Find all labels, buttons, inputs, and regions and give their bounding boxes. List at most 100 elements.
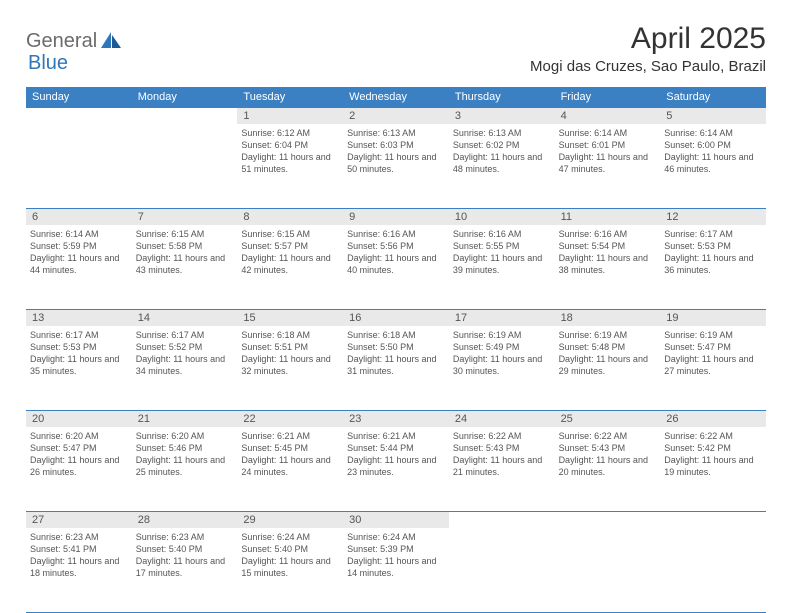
sail-icon bbox=[100, 31, 122, 54]
daylight-text: Daylight: 11 hours and 46 minutes. bbox=[664, 151, 762, 175]
sunset-text: Sunset: 5:50 PM bbox=[347, 341, 445, 353]
sunrise-text: Sunrise: 6:24 AM bbox=[241, 531, 339, 543]
calendar-cell: Sunrise: 6:15 AMSunset: 5:57 PMDaylight:… bbox=[237, 225, 343, 309]
day-number: 1 bbox=[237, 108, 343, 124]
sunrise-text: Sunrise: 6:12 AM bbox=[241, 127, 339, 139]
day-number: 30 bbox=[343, 512, 449, 528]
sunset-text: Sunset: 5:56 PM bbox=[347, 240, 445, 252]
day-number: 5 bbox=[660, 108, 766, 124]
weekday-header: Thursday bbox=[449, 87, 555, 108]
sunset-text: Sunset: 5:40 PM bbox=[136, 543, 234, 555]
page: General April 2025 Mogi das Cruzes, Sao … bbox=[0, 0, 792, 613]
weekday-header: Wednesday bbox=[343, 87, 449, 108]
sunrise-text: Sunrise: 6:21 AM bbox=[241, 430, 339, 442]
sunrise-text: Sunrise: 6:20 AM bbox=[136, 430, 234, 442]
sunset-text: Sunset: 6:02 PM bbox=[453, 139, 551, 151]
calendar-header-row: Sunday Monday Tuesday Wednesday Thursday… bbox=[26, 87, 766, 108]
day-number bbox=[660, 512, 766, 528]
calendar-cell: Sunrise: 6:19 AMSunset: 5:48 PMDaylight:… bbox=[555, 326, 661, 410]
sunrise-text: Sunrise: 6:23 AM bbox=[30, 531, 128, 543]
weekday-header: Saturday bbox=[660, 87, 766, 108]
sunset-text: Sunset: 5:47 PM bbox=[30, 442, 128, 454]
logo: General bbox=[26, 22, 124, 53]
day-number: 3 bbox=[449, 108, 555, 124]
day-number: 22 bbox=[237, 411, 343, 427]
sunrise-text: Sunrise: 6:13 AM bbox=[347, 127, 445, 139]
day-number: 14 bbox=[132, 310, 238, 326]
sunset-text: Sunset: 5:53 PM bbox=[664, 240, 762, 252]
day-number: 12 bbox=[660, 209, 766, 225]
daylight-text: Daylight: 11 hours and 27 minutes. bbox=[664, 353, 762, 377]
sunset-text: Sunset: 5:57 PM bbox=[241, 240, 339, 252]
sunset-text: Sunset: 5:48 PM bbox=[559, 341, 657, 353]
daylight-text: Daylight: 11 hours and 31 minutes. bbox=[347, 353, 445, 377]
day-number: 27 bbox=[26, 512, 132, 528]
sunrise-text: Sunrise: 6:16 AM bbox=[347, 228, 445, 240]
day-number: 2 bbox=[343, 108, 449, 124]
day-number bbox=[449, 512, 555, 528]
day-number: 13 bbox=[26, 310, 132, 326]
sunset-text: Sunset: 5:55 PM bbox=[453, 240, 551, 252]
calendar-cell: Sunrise: 6:18 AMSunset: 5:50 PMDaylight:… bbox=[343, 326, 449, 410]
daylight-text: Daylight: 11 hours and 39 minutes. bbox=[453, 252, 551, 276]
day-number bbox=[132, 108, 238, 124]
calendar-cell: Sunrise: 6:19 AMSunset: 5:47 PMDaylight:… bbox=[660, 326, 766, 410]
sunrise-text: Sunrise: 6:15 AM bbox=[136, 228, 234, 240]
daylight-text: Daylight: 11 hours and 36 minutes. bbox=[664, 252, 762, 276]
calendar-cell: Sunrise: 6:23 AMSunset: 5:41 PMDaylight:… bbox=[26, 528, 132, 612]
calendar-cell: Sunrise: 6:22 AMSunset: 5:43 PMDaylight:… bbox=[449, 427, 555, 511]
daylight-text: Daylight: 11 hours and 48 minutes. bbox=[453, 151, 551, 175]
daylight-text: Daylight: 11 hours and 42 minutes. bbox=[241, 252, 339, 276]
sunset-text: Sunset: 5:52 PM bbox=[136, 341, 234, 353]
sunset-text: Sunset: 5:54 PM bbox=[559, 240, 657, 252]
day-number: 24 bbox=[449, 411, 555, 427]
sunrise-text: Sunrise: 6:24 AM bbox=[347, 531, 445, 543]
daylight-text: Daylight: 11 hours and 43 minutes. bbox=[136, 252, 234, 276]
calendar-cell: Sunrise: 6:22 AMSunset: 5:43 PMDaylight:… bbox=[555, 427, 661, 511]
calendar-cell: Sunrise: 6:17 AMSunset: 5:53 PMDaylight:… bbox=[26, 326, 132, 410]
daylight-text: Daylight: 11 hours and 23 minutes. bbox=[347, 454, 445, 478]
day-number: 19 bbox=[660, 310, 766, 326]
sunrise-text: Sunrise: 6:14 AM bbox=[664, 127, 762, 139]
day-number: 23 bbox=[343, 411, 449, 427]
sunrise-text: Sunrise: 6:16 AM bbox=[559, 228, 657, 240]
daylight-text: Daylight: 11 hours and 17 minutes. bbox=[136, 555, 234, 579]
location-text: Mogi das Cruzes, Sao Paulo, Brazil bbox=[530, 58, 766, 75]
sunset-text: Sunset: 5:46 PM bbox=[136, 442, 234, 454]
sunrise-text: Sunrise: 6:13 AM bbox=[453, 127, 551, 139]
day-number bbox=[26, 108, 132, 124]
sunrise-text: Sunrise: 6:18 AM bbox=[347, 329, 445, 341]
day-number: 18 bbox=[555, 310, 661, 326]
calendar-cell: Sunrise: 6:22 AMSunset: 5:42 PMDaylight:… bbox=[660, 427, 766, 511]
logo-text-blue: Blue bbox=[28, 52, 68, 75]
header: General April 2025 Mogi das Cruzes, Sao … bbox=[26, 22, 766, 75]
day-number: 4 bbox=[555, 108, 661, 124]
sunrise-text: Sunrise: 6:19 AM bbox=[664, 329, 762, 341]
daylight-text: Daylight: 11 hours and 47 minutes. bbox=[559, 151, 657, 175]
day-number: 16 bbox=[343, 310, 449, 326]
calendar-cell: Sunrise: 6:16 AMSunset: 5:54 PMDaylight:… bbox=[555, 225, 661, 309]
sunrise-text: Sunrise: 6:21 AM bbox=[347, 430, 445, 442]
calendar-cell: Sunrise: 6:13 AMSunset: 6:02 PMDaylight:… bbox=[449, 124, 555, 208]
sunset-text: Sunset: 5:43 PM bbox=[453, 442, 551, 454]
calendar-cell: Sunrise: 6:18 AMSunset: 5:51 PMDaylight:… bbox=[237, 326, 343, 410]
sunrise-text: Sunrise: 6:15 AM bbox=[241, 228, 339, 240]
sunset-text: Sunset: 5:43 PM bbox=[559, 442, 657, 454]
daylight-text: Daylight: 11 hours and 34 minutes. bbox=[136, 353, 234, 377]
calendar-cell: Sunrise: 6:17 AMSunset: 5:53 PMDaylight:… bbox=[660, 225, 766, 309]
daylight-text: Daylight: 11 hours and 15 minutes. bbox=[241, 555, 339, 579]
day-number: 6 bbox=[26, 209, 132, 225]
day-number: 9 bbox=[343, 209, 449, 225]
calendar-cell bbox=[449, 528, 555, 612]
calendar-cell: Sunrise: 6:17 AMSunset: 5:52 PMDaylight:… bbox=[132, 326, 238, 410]
sunrise-text: Sunrise: 6:14 AM bbox=[559, 127, 657, 139]
day-number: 7 bbox=[132, 209, 238, 225]
sunset-text: Sunset: 5:53 PM bbox=[30, 341, 128, 353]
day-number: 15 bbox=[237, 310, 343, 326]
calendar-cell: Sunrise: 6:16 AMSunset: 5:56 PMDaylight:… bbox=[343, 225, 449, 309]
title-block: April 2025 Mogi das Cruzes, Sao Paulo, B… bbox=[530, 22, 766, 75]
sunset-text: Sunset: 5:58 PM bbox=[136, 240, 234, 252]
sunset-text: Sunset: 5:40 PM bbox=[241, 543, 339, 555]
day-number: 20 bbox=[26, 411, 132, 427]
calendar-cell bbox=[660, 528, 766, 612]
